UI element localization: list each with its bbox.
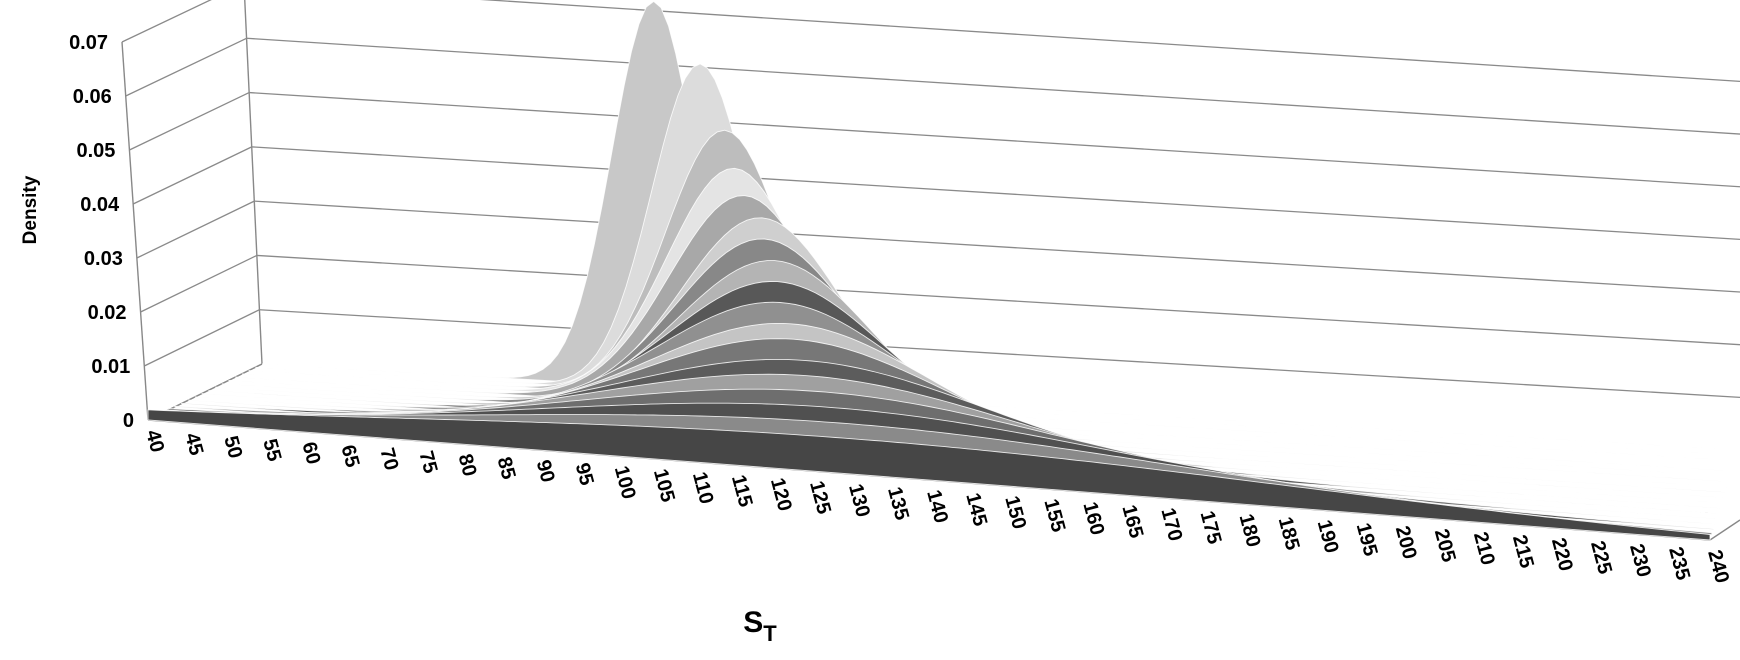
x-tick-label: 115 bbox=[727, 473, 757, 510]
series-layer bbox=[147, 0, 1740, 541]
back-wall-gridline bbox=[479, 0, 1740, 83]
x-tick-label: 100 bbox=[610, 464, 640, 502]
x-tick-label: 150 bbox=[1000, 494, 1030, 532]
back-wall-gridline bbox=[246, 37, 1740, 135]
x-tick-label: 110 bbox=[688, 470, 718, 507]
y-tick-label: 0.05 bbox=[76, 140, 115, 162]
left-wall-gridline bbox=[140, 254, 258, 313]
x-tick-label: 155 bbox=[1039, 497, 1069, 535]
x-tick-label: 195 bbox=[1352, 521, 1382, 559]
x-tick-label: 170 bbox=[1156, 506, 1186, 544]
left-wall-gridline bbox=[129, 91, 250, 151]
x-axis-label-main: S bbox=[743, 606, 763, 639]
y-tick-labels: 0 0.01 0.02 0.03 0.04 0.05 0.06 0.07 bbox=[69, 32, 134, 432]
x-tick-label: 45 bbox=[180, 431, 207, 458]
left-wall-gridline bbox=[144, 309, 260, 367]
y-tick-label: 0.03 bbox=[84, 248, 123, 270]
x-tick-label: 225 bbox=[1586, 539, 1616, 577]
left-wall-gridline bbox=[136, 200, 255, 259]
x-tick-label: 235 bbox=[1664, 545, 1694, 583]
back-wall-gridline bbox=[256, 254, 1740, 346]
x-tick-label: 145 bbox=[961, 491, 991, 529]
left-wall-front-edge bbox=[121, 41, 149, 421]
x-tick-label: 70 bbox=[375, 446, 402, 473]
y-tick-label: 0 bbox=[123, 410, 134, 432]
x-tick-label: 60 bbox=[297, 440, 324, 467]
x-axis-label-subscript: T bbox=[763, 621, 777, 646]
y-tick-label: 0.04 bbox=[80, 194, 120, 216]
x-tick-label: 200 bbox=[1391, 524, 1421, 562]
x-tick-label: 105 bbox=[649, 467, 679, 505]
x-tick-label: 125 bbox=[805, 479, 835, 517]
x-tick-label: 240 bbox=[1703, 548, 1733, 586]
left-wall-gridline bbox=[121, 0, 212, 43]
x-tick-label: 135 bbox=[883, 485, 913, 523]
back-wall-gridline bbox=[259, 309, 1740, 398]
x-tick-label: 165 bbox=[1117, 503, 1147, 541]
x-tick-label: 55 bbox=[258, 437, 285, 464]
left-wall-gridline bbox=[132, 146, 252, 205]
x-tick-label: 230 bbox=[1625, 542, 1655, 580]
x-tick-label: 220 bbox=[1547, 536, 1577, 574]
x-tick-label: 120 bbox=[766, 476, 796, 514]
left-wall-back-edge bbox=[244, 0, 263, 365]
x-tick-label: 185 bbox=[1274, 515, 1304, 553]
density-series-18 bbox=[147, 409, 1711, 541]
x-tick-label: 205 bbox=[1430, 527, 1460, 565]
x-tick-label: 215 bbox=[1508, 533, 1538, 571]
x-tick-label: 80 bbox=[454, 452, 481, 479]
y-tick-label: 0.06 bbox=[73, 86, 112, 108]
floor-right-edge bbox=[1709, 519, 1740, 541]
gridlines bbox=[121, 0, 1740, 421]
y-tick-label: 0.01 bbox=[91, 356, 130, 378]
x-tick-label: 160 bbox=[1078, 500, 1108, 538]
x-tick-label: 75 bbox=[414, 449, 441, 476]
x-tick-label: 90 bbox=[532, 458, 559, 485]
y-tick-label: 0.07 bbox=[69, 32, 108, 54]
x-tick-label: 85 bbox=[493, 455, 520, 482]
x-tick-label: 50 bbox=[219, 434, 246, 461]
x-axis-label: ST bbox=[743, 606, 777, 646]
x-tick-label: 210 bbox=[1469, 530, 1499, 568]
left-wall-gridline bbox=[125, 37, 247, 97]
back-wall-gridline bbox=[251, 146, 1740, 241]
x-tick-label: 175 bbox=[1196, 509, 1226, 547]
y-axis-label: Density bbox=[20, 175, 41, 244]
x-tick-label: 95 bbox=[571, 461, 598, 488]
back-wall-gridline bbox=[249, 91, 1740, 188]
back-wall-gridline bbox=[254, 200, 1740, 293]
x-tick-label: 140 bbox=[922, 488, 952, 526]
x-tick-label: 65 bbox=[336, 443, 363, 470]
x-tick-label: 180 bbox=[1235, 512, 1265, 550]
x-tick-label: 130 bbox=[844, 482, 874, 520]
x-tick-label: 190 bbox=[1313, 518, 1343, 556]
y-tick-label: 0.02 bbox=[88, 302, 127, 324]
x-tick-label: 40 bbox=[141, 428, 168, 455]
